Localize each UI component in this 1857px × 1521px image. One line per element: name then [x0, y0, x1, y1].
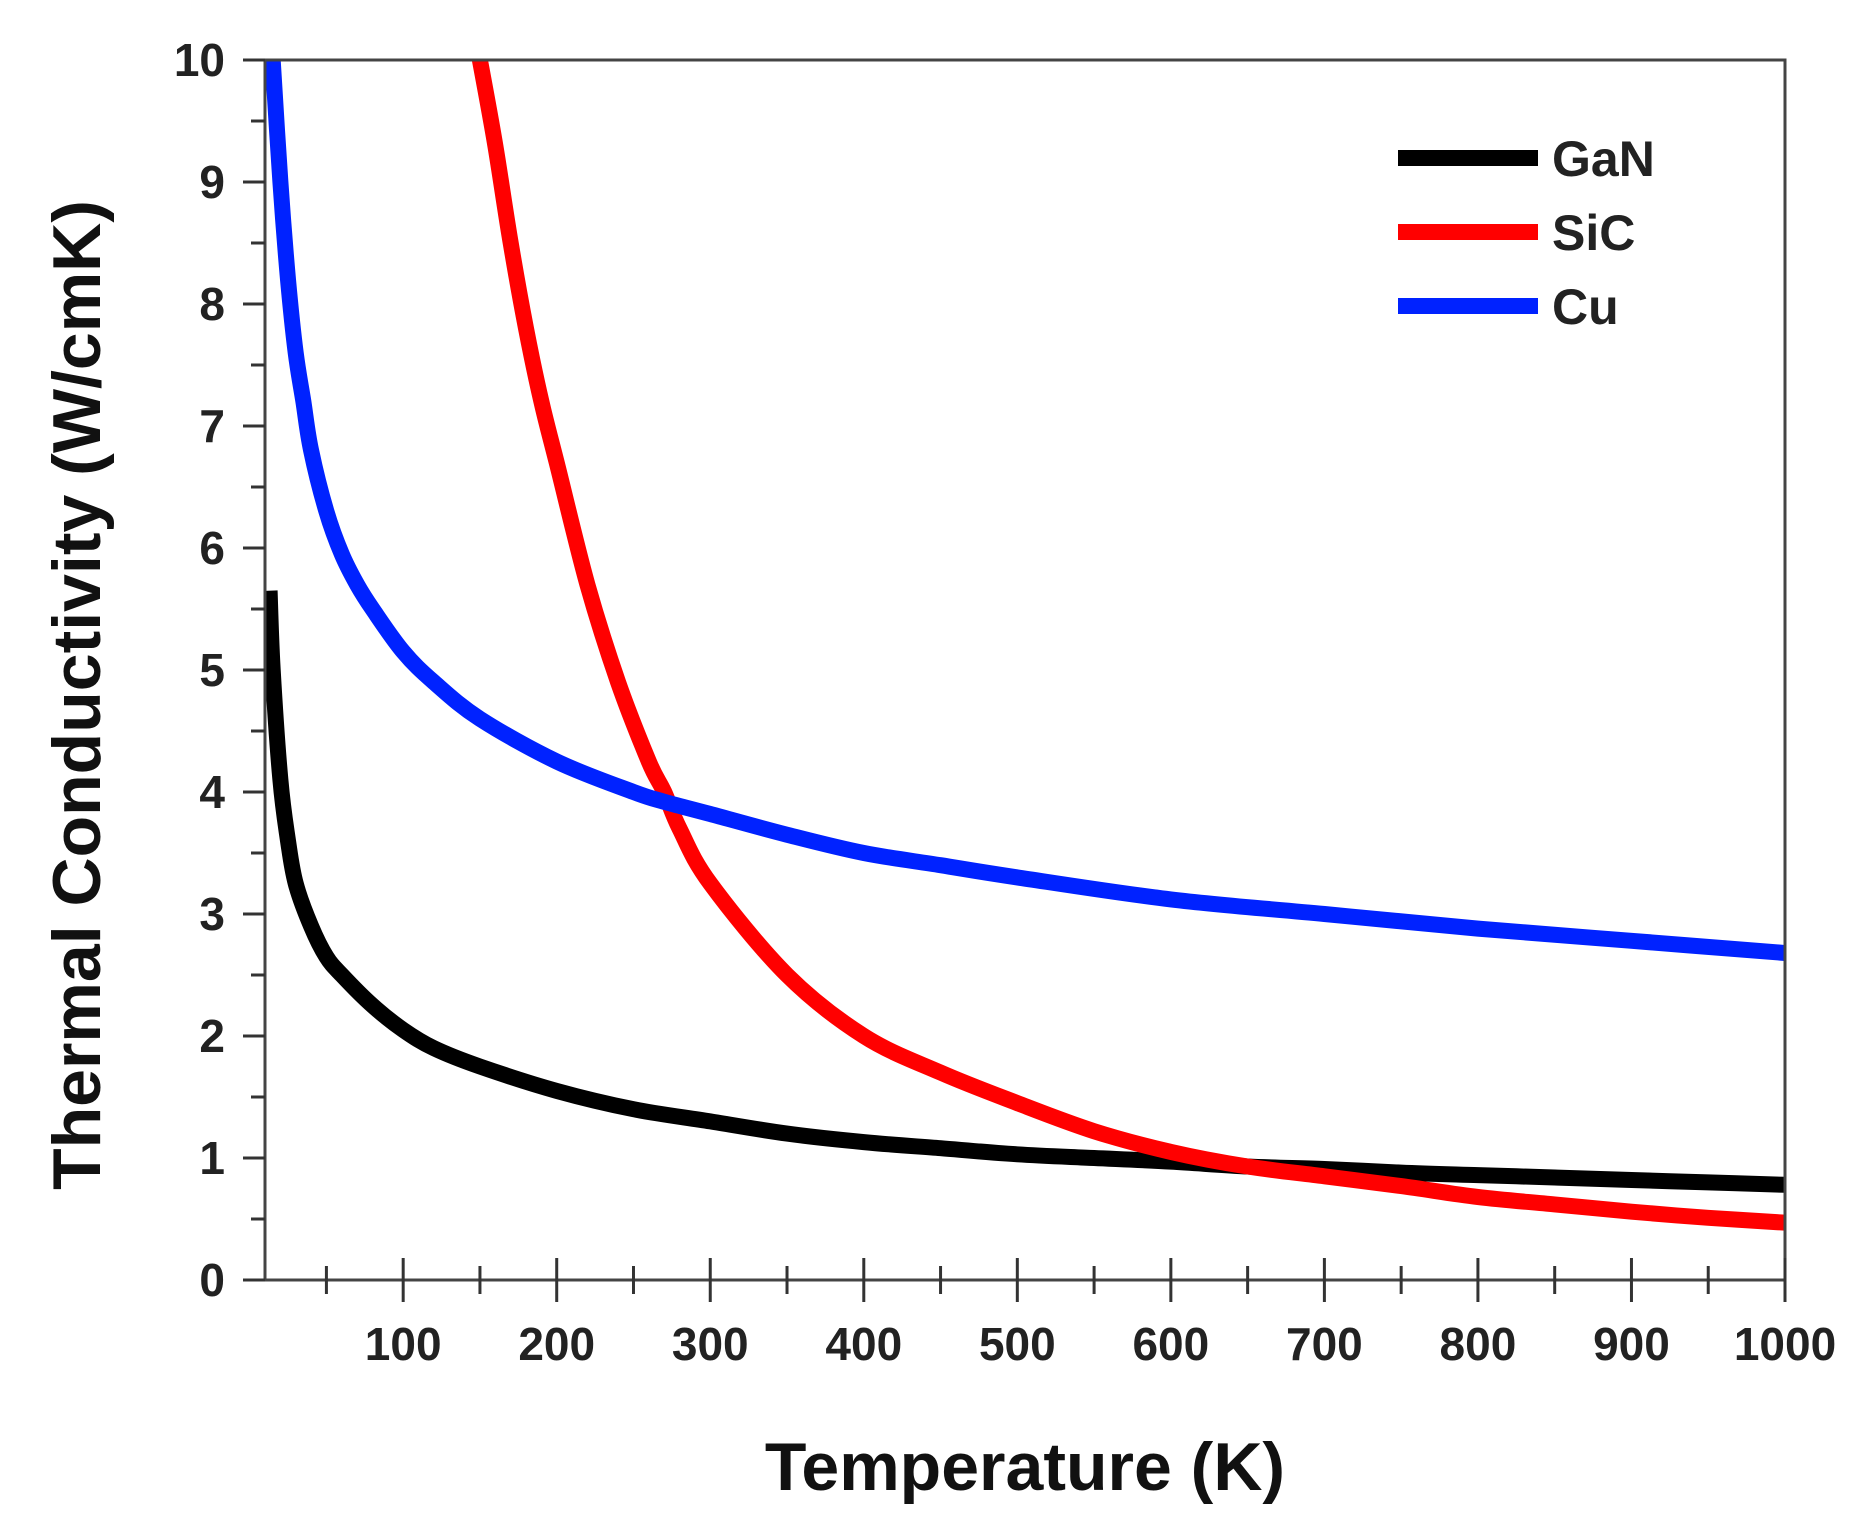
legend-label-sic: SiC [1552, 205, 1635, 261]
x-tick-label: 1000 [1734, 1318, 1836, 1370]
x-tick-label: 500 [979, 1318, 1056, 1370]
x-tick-label: 400 [825, 1318, 902, 1370]
y-tick-label: 5 [199, 644, 225, 696]
legend-label-gan: GaN [1552, 131, 1655, 187]
x-tick-label: 700 [1286, 1318, 1363, 1370]
y-axis-title: Thermal Conductivity (W/cmK) [39, 200, 115, 1190]
x-tick-label: 600 [1132, 1318, 1209, 1370]
x-tick-label: 800 [1440, 1318, 1517, 1370]
x-tick-label: 900 [1593, 1318, 1670, 1370]
y-tick-label: 4 [199, 766, 225, 818]
y-tick-label: 1 [199, 1132, 225, 1184]
y-tick-label: 0 [199, 1254, 225, 1306]
x-axis-title: Temperature (K) [765, 1429, 1285, 1505]
series-line-cu [265, 60, 1785, 961]
y-tick-label: 10 [174, 34, 225, 86]
y-tick-label: 8 [199, 278, 225, 330]
legend-label-cu: Cu [1552, 279, 1619, 335]
series-layer [265, 60, 1785, 1231]
x-tick-label: 200 [518, 1318, 595, 1370]
series-line-sic [472, 60, 1785, 1231]
y-axis-ticks: 0 1 2 3 4 5 6 7 8 9 10 [174, 34, 265, 1306]
x-tick-label: 300 [672, 1318, 749, 1370]
y-tick-label: 2 [199, 1010, 225, 1062]
x-tick-label: 100 [365, 1318, 442, 1370]
y-tick-label: 6 [199, 522, 225, 574]
legend: GaN SiC Cu [1398, 131, 1655, 335]
series-line-gan [265, 590, 1785, 1193]
y-tick-label: 3 [199, 888, 225, 940]
y-tick-label: 7 [199, 400, 225, 452]
y-tick-label: 9 [199, 156, 225, 208]
x-axis-ticks: 100 200 300 400 500 600 700 800 900 1000 [324, 1258, 1836, 1370]
